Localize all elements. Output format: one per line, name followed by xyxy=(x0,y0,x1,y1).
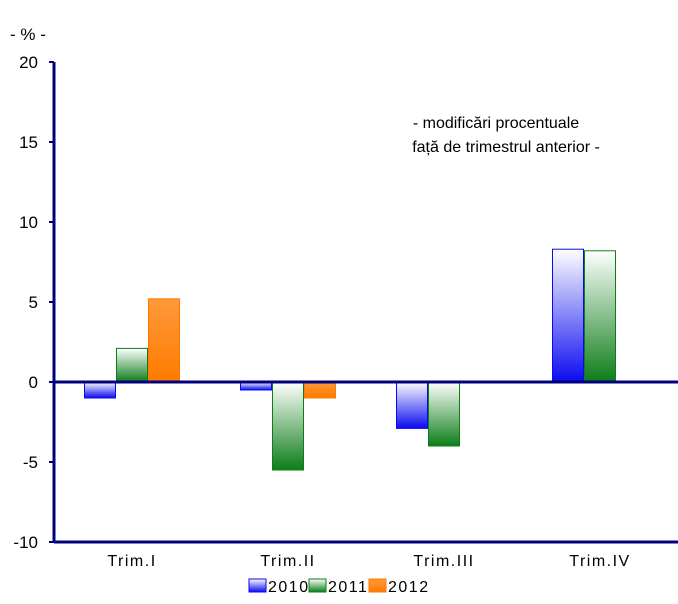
y-tick-label: -5 xyxy=(23,453,38,472)
y-unit-label: - % - xyxy=(10,25,46,44)
bar-2010-trimi xyxy=(84,381,116,399)
y-tick-label: 20 xyxy=(19,53,38,72)
bar-2011-trimii xyxy=(272,381,304,471)
bar-2011-trimi xyxy=(116,347,148,383)
y-tick-label: 0 xyxy=(29,373,38,392)
x-tick-label: Trim.III xyxy=(413,553,474,570)
legend-label-2012: 2012 xyxy=(388,579,430,596)
y-tick-label: 15 xyxy=(19,133,38,152)
legend-swatch-2010 xyxy=(248,578,267,593)
x-tick-label: Trim.II xyxy=(260,553,315,570)
bar-2011-trimiii xyxy=(428,381,460,447)
bar-2012-trimii xyxy=(304,381,336,399)
x-tick-label: Trim.IV xyxy=(569,553,630,570)
legend-swatch-2012 xyxy=(368,578,387,593)
legend-swatch-2011 xyxy=(308,578,327,593)
y-tick-label: -10 xyxy=(13,533,38,552)
bar-2012-trimi xyxy=(148,298,180,383)
bar-2010-trimiii xyxy=(396,381,428,429)
y-tick-label: 10 xyxy=(19,213,38,232)
legend-label-2011: 2011 xyxy=(328,579,368,596)
y-tick-label: 5 xyxy=(29,293,38,312)
bar-2011-trimiv xyxy=(584,250,616,383)
legend-label-2010: 2010 xyxy=(268,579,310,596)
x-tick-label: Trim.I xyxy=(107,553,156,570)
annotation-line-1: - modificări procentuale xyxy=(413,115,579,132)
annotation-line-2: față de trimestrul anterior - xyxy=(412,139,600,156)
bar-2010-trimiv xyxy=(552,248,584,383)
